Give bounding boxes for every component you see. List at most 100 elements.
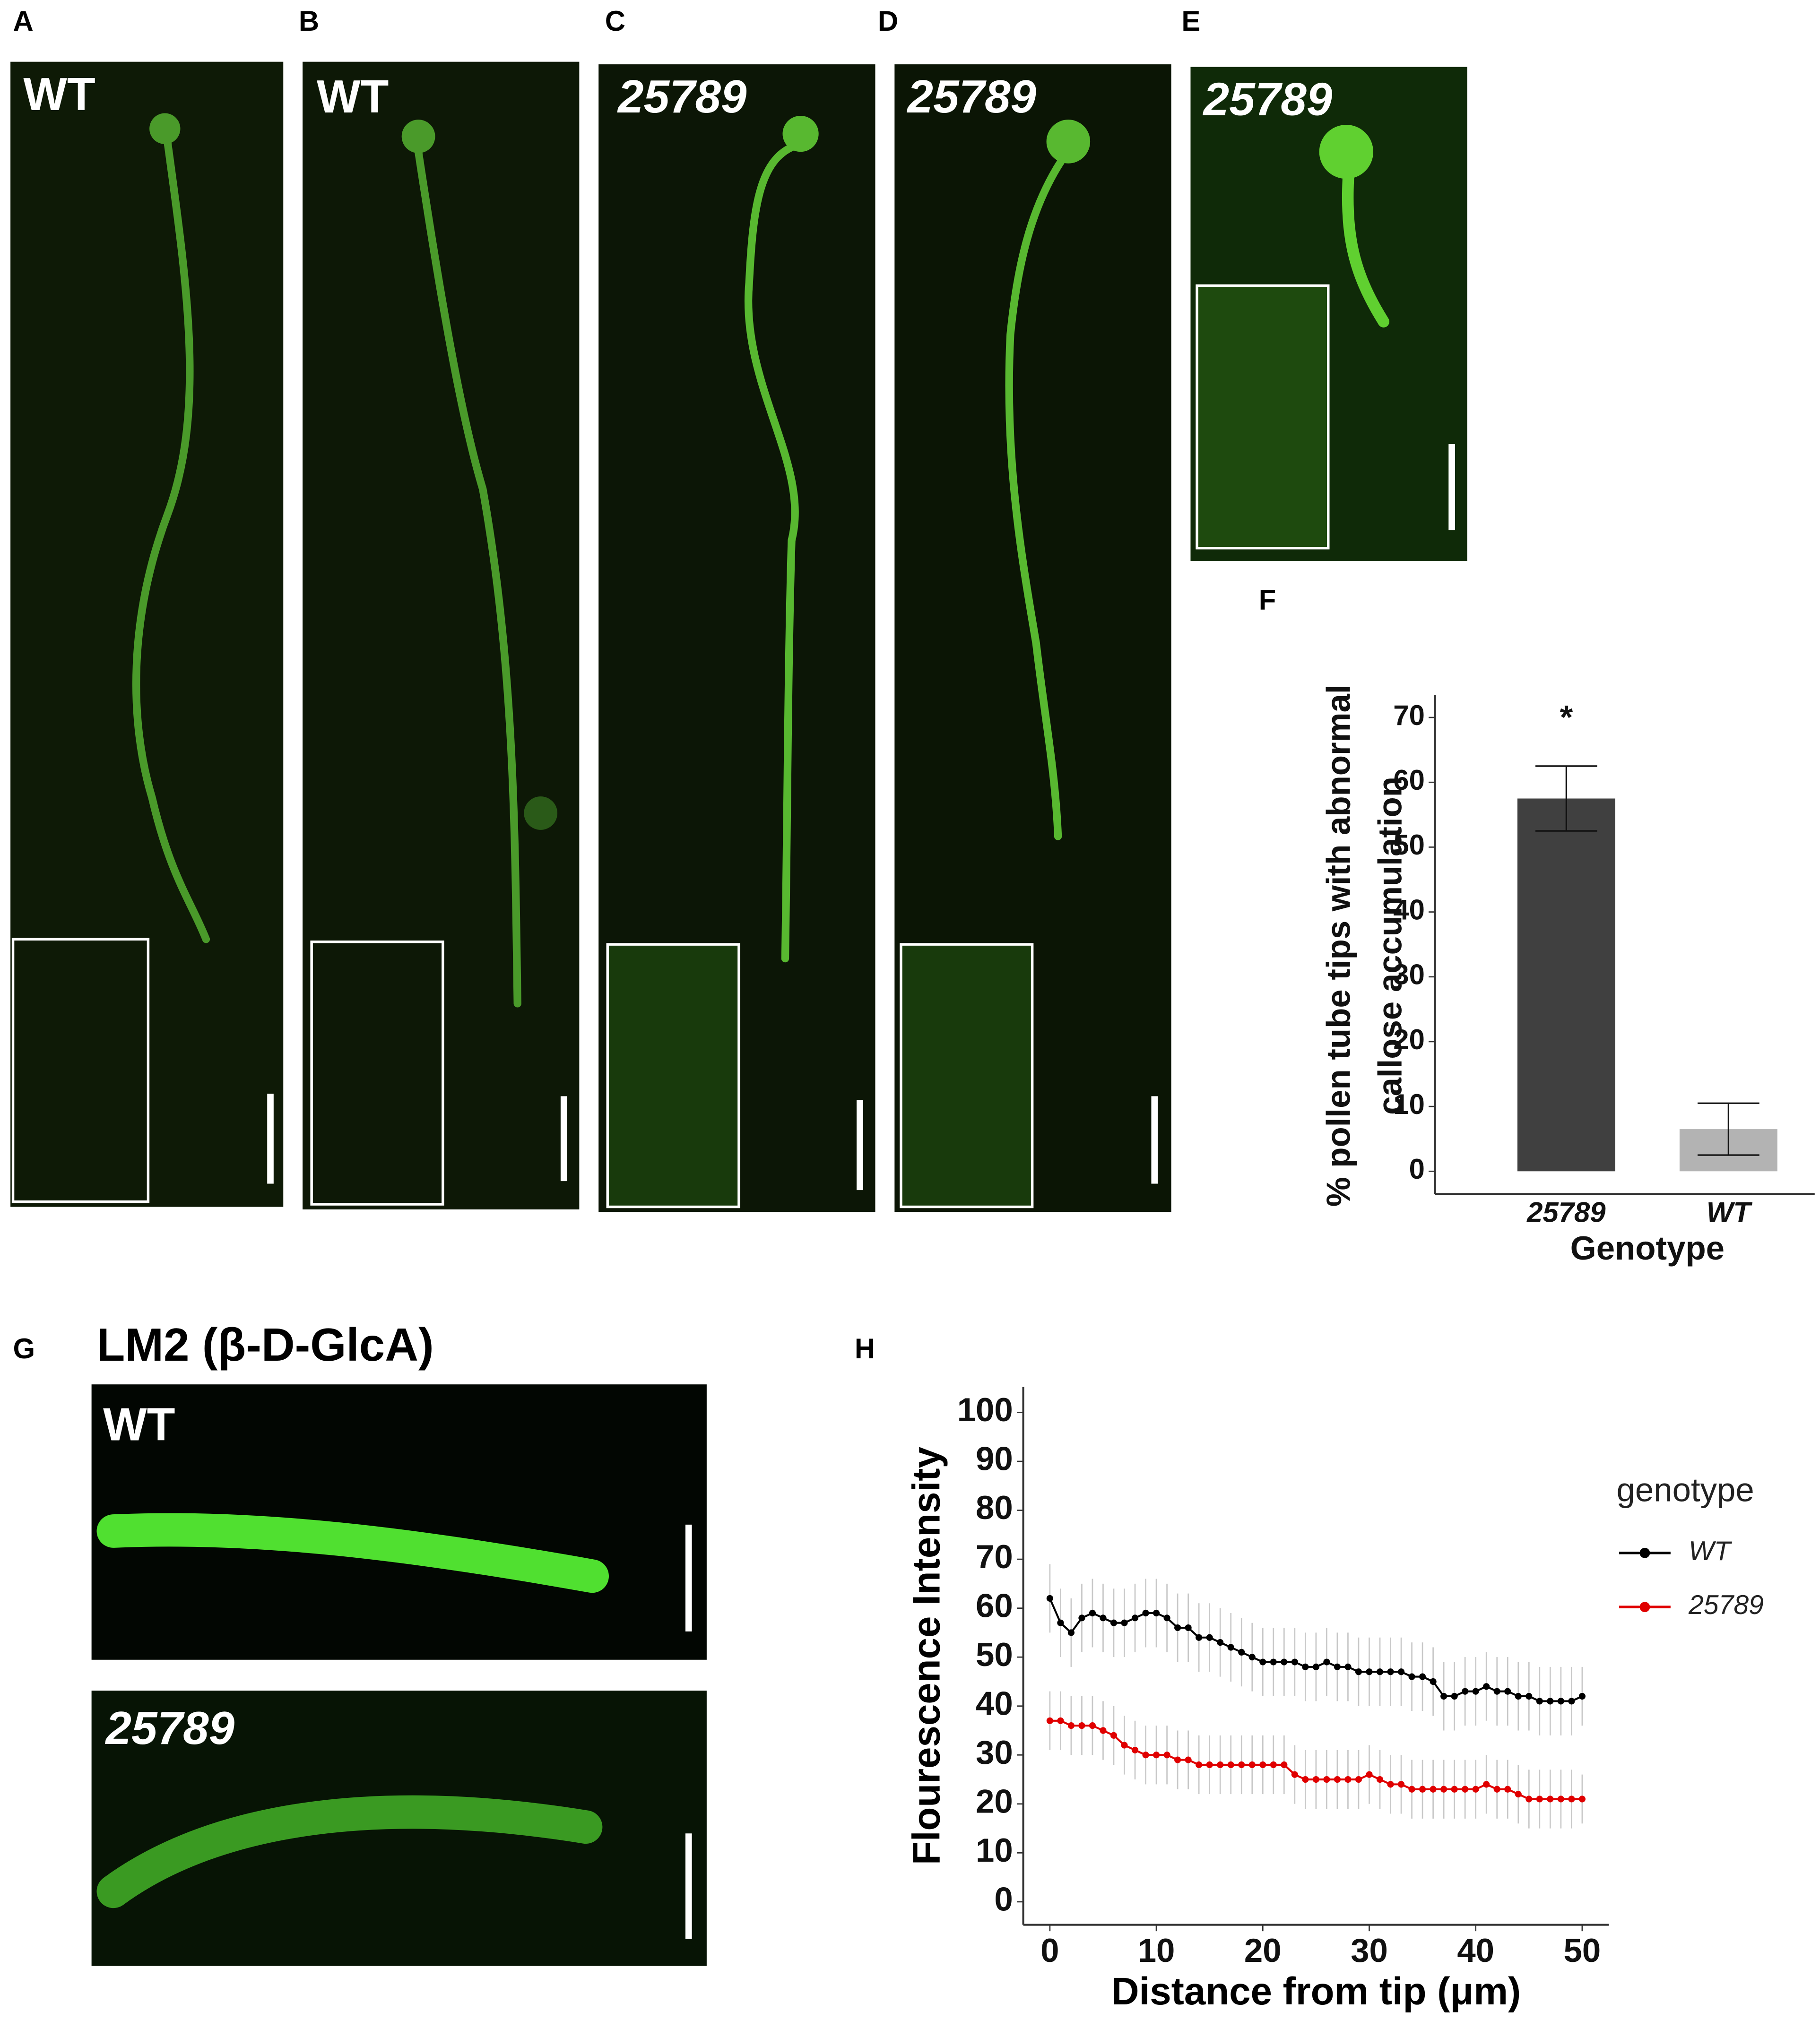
y-axis-label: callose accumulation	[1371, 777, 1409, 1115]
point	[1472, 1688, 1479, 1695]
point	[1376, 1668, 1384, 1675]
point	[1259, 1658, 1266, 1666]
point	[1163, 1614, 1170, 1622]
y-tick-label: 20	[976, 1782, 1013, 1820]
image-labels: WT WT 25789 25789 25789 LM2 (β-D-GlcA) W…	[23, 68, 1332, 1754]
scale-bars	[267, 444, 1455, 1939]
image-label: WT	[103, 1398, 175, 1450]
y-tick-label: 30	[1393, 959, 1425, 991]
point	[1515, 1692, 1522, 1700]
panel-letter: E	[1181, 5, 1200, 37]
point	[1451, 1692, 1458, 1700]
y-tick-label: 90	[976, 1440, 1013, 1477]
micrograph	[10, 61, 284, 1207]
point	[1196, 1761, 1203, 1769]
panel-letter: G	[13, 1333, 35, 1364]
point	[1334, 1663, 1341, 1670]
point	[1525, 1796, 1533, 1803]
point	[1174, 1756, 1181, 1763]
point	[1504, 1786, 1511, 1793]
image-label: 25789	[907, 70, 1037, 122]
y-tick-label: 30	[976, 1734, 1013, 1771]
inset	[310, 940, 444, 1206]
point	[1291, 1771, 1298, 1778]
tube	[132, 138, 210, 943]
point	[1174, 1624, 1181, 1632]
point	[1472, 1786, 1479, 1793]
x-tick-label: 40	[1457, 1932, 1494, 1969]
point	[1302, 1776, 1309, 1783]
point	[1578, 1692, 1586, 1700]
image-label: 25789	[617, 70, 747, 122]
micrographs	[10, 61, 1467, 1966]
point	[1493, 1786, 1500, 1793]
point	[1504, 1688, 1511, 1695]
point	[1547, 1796, 1554, 1803]
point	[1078, 1614, 1085, 1622]
legend-label: 25789	[1688, 1590, 1764, 1620]
y-tick-label: 70	[1393, 699, 1425, 731]
point	[1121, 1619, 1128, 1626]
point	[1344, 1776, 1352, 1783]
y-tick-label: 60	[976, 1587, 1013, 1624]
image-label: 25789	[1203, 73, 1333, 125]
image-label: WT	[317, 70, 389, 122]
g-title: LM2 (β-D-GlcA)	[97, 1319, 434, 1371]
panel-letter: C	[605, 5, 625, 37]
inset	[606, 943, 740, 1209]
x-axis-label: Distance from tip (μm)	[1111, 1970, 1521, 2013]
point	[1206, 1761, 1213, 1769]
point	[1408, 1786, 1415, 1793]
point	[1302, 1663, 1309, 1670]
point	[1217, 1761, 1224, 1769]
inset	[1196, 284, 1330, 550]
point	[1281, 1761, 1288, 1769]
x-tick-label: 0	[1040, 1932, 1059, 1969]
point	[1110, 1619, 1118, 1626]
point	[1217, 1639, 1224, 1646]
point	[1057, 1717, 1064, 1724]
point	[1430, 1678, 1437, 1685]
point	[1483, 1781, 1490, 1788]
x-tick-label: 25789	[1526, 1197, 1606, 1228]
pollen-grains	[149, 113, 1374, 830]
point	[1547, 1698, 1554, 1705]
point	[1376, 1776, 1384, 1783]
point	[1493, 1688, 1500, 1695]
insets	[11, 284, 1330, 1209]
point	[1515, 1791, 1522, 1798]
panel-letter: H	[855, 1333, 875, 1364]
point	[1451, 1786, 1458, 1793]
y-tick-label: 0	[994, 1881, 1013, 1918]
legend-label: WT	[1689, 1536, 1733, 1566]
point	[1206, 1634, 1213, 1641]
tube	[1342, 161, 1390, 328]
point	[1238, 1649, 1245, 1656]
point	[1270, 1761, 1277, 1769]
point	[1078, 1722, 1085, 1729]
bar	[1517, 798, 1615, 1172]
point	[1227, 1761, 1234, 1769]
point	[1089, 1722, 1096, 1729]
point	[1334, 1776, 1341, 1783]
tube	[414, 148, 521, 1008]
legend-title: genotype	[1617, 1471, 1754, 1509]
point	[1568, 1796, 1575, 1803]
panel-letter: D	[878, 5, 898, 37]
y-tick-label: 40	[976, 1684, 1013, 1722]
x-tick-label: 20	[1244, 1932, 1282, 1969]
point	[1536, 1796, 1543, 1803]
tube	[96, 1795, 603, 1908]
point	[1142, 1609, 1149, 1617]
y-tick-label: 100	[957, 1391, 1013, 1428]
tube	[745, 140, 805, 963]
point	[1163, 1752, 1170, 1759]
point	[1270, 1658, 1277, 1666]
y-tick-label: 50	[1393, 829, 1425, 861]
point	[1227, 1644, 1234, 1651]
point	[1536, 1698, 1543, 1705]
tube	[1005, 150, 1070, 840]
point	[1238, 1761, 1245, 1769]
point	[1557, 1796, 1564, 1803]
